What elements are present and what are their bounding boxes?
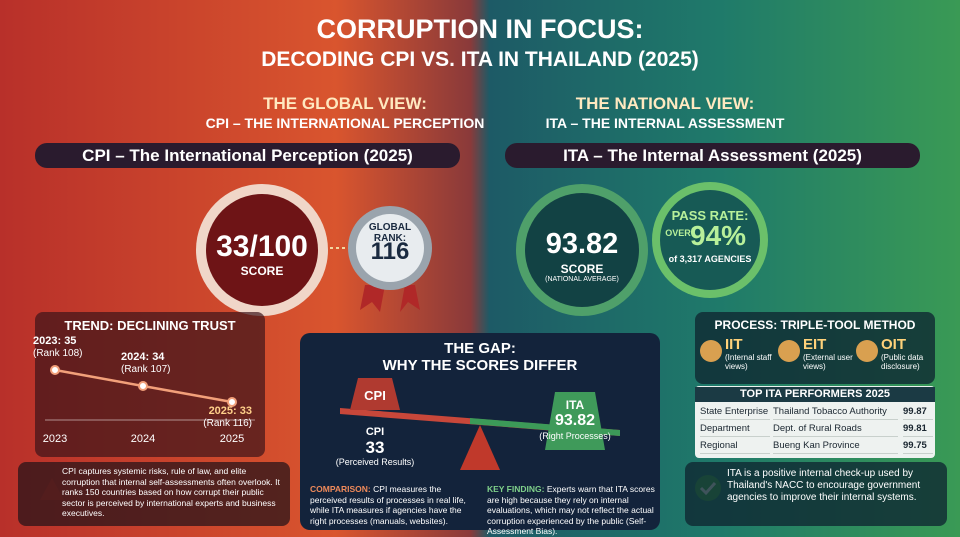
pass-value: 94% (690, 220, 747, 251)
global-note: CPI captures systemic risks, rule of law… (62, 466, 280, 518)
process-title: PROCESS: TRIPLE-TOOL METHOD (714, 318, 916, 332)
ribbon (360, 285, 420, 312)
performer-cell: 99.75 (903, 438, 933, 454)
ita-caption: (Right Processes) (539, 431, 611, 441)
ita-score-note: (NATIONAL AVERAGE) (545, 276, 619, 283)
trend-point (138, 381, 148, 391)
tool-code: EIT (803, 336, 827, 353)
cpi-caption: (Perceived Results) (335, 457, 415, 467)
trend-category: 2024 (131, 433, 155, 445)
performers-title: TOP ITA PERFORMERS 2025 (695, 387, 935, 402)
score-circle (206, 194, 318, 306)
pass-prefix: OVER (665, 228, 691, 238)
rank: 116 (370, 238, 410, 265)
title: CORRUPTION IN FOCUS: (316, 14, 644, 44)
national-note-panel (685, 462, 947, 526)
comparison-label: COMPARISON: (310, 484, 371, 494)
global-heading: THE GLOBAL VIEW: (263, 94, 427, 113)
trend-rank-label: (Rank 108) (33, 348, 82, 359)
trend-value-label: 2023: 35 (33, 335, 76, 347)
trend-category: 2025 (220, 433, 244, 445)
finding: KEY FINDING: Experts warn that ITA score… (487, 484, 655, 537)
ita-score-label: SCORE (560, 262, 604, 276)
performer-cell: Thailand Tobacco Authority (773, 404, 898, 420)
fulcrum (460, 425, 500, 470)
national-banner: ITA – The Internal Assessment (2025) (505, 143, 920, 168)
ita-score: 93.82 (545, 228, 619, 260)
pass-label: PASS RATE: (671, 208, 749, 223)
global-banner: CPI – The International Perception (2025… (35, 143, 460, 168)
performer-cell: Department (700, 421, 770, 437)
tool-desc: (Public data disclosure) (881, 353, 924, 371)
national-subheading: ITA – THE INTERNAL ASSESSMENT (545, 115, 785, 131)
pass-circle (660, 190, 760, 290)
trend-rank-label: (Rank 116) (203, 418, 252, 429)
cpi-score-label: SCORE (240, 264, 284, 278)
tool-code: OIT (881, 336, 906, 353)
gap-subtitle: WHY THE SCORES DIFFER (382, 357, 578, 374)
performer-cell: State Enterprise (700, 404, 770, 420)
pass-note: of 3,317 AGENCIES (668, 254, 752, 264)
performer-cell: Bueng Kan Province (773, 438, 898, 454)
finding-text: Experts warn that ITA scores are high be… (487, 484, 655, 536)
ita-weight-label: ITA (565, 398, 585, 412)
trend-point (50, 365, 60, 375)
ita-circle (525, 193, 639, 307)
global-subheading: CPI – THE INTERNATIONAL PERCEPTION (205, 115, 485, 131)
subtitle: DECODING CPI VS. ITA IN THAILAND (2025) (261, 48, 699, 71)
trend-value-label: 2025: 33 (209, 405, 252, 417)
gap-title: THE GAP: (444, 340, 516, 357)
trend-panel (35, 312, 265, 457)
performer-cell: Dept. of Rural Roads (773, 421, 898, 437)
trend-rank-label: (Rank 107) (121, 364, 170, 375)
trend-value-label: 2024: 34 (121, 351, 165, 363)
national-heading: THE NATIONAL VIEW: (575, 94, 755, 113)
badge-inner (356, 214, 424, 282)
tool-icon (700, 340, 722, 362)
tool-code: IIT (725, 336, 743, 353)
cpi-gap-score: 33 (365, 438, 385, 457)
trend-title: TREND: DECLINING TRUST (64, 318, 236, 333)
national-note: ITA is a positive internal check-up used… (727, 468, 921, 503)
cpi-name: CPI (365, 426, 385, 438)
performer-cell: Regional (700, 438, 770, 454)
finding-label: KEY FINDING: (487, 484, 545, 494)
trend-category: 2023 (43, 433, 67, 445)
tool-desc: (External user views) (803, 353, 853, 371)
performer-cell: 99.87 (903, 404, 933, 420)
ita-weight (545, 392, 605, 450)
comparison-text: CPI measures the perceived results of pr… (310, 484, 466, 526)
tool-icon (778, 340, 800, 362)
tool-desc: (Internal staff views) (725, 353, 772, 371)
ita-gap-score: 93.82 (554, 412, 596, 429)
trend-point (227, 397, 237, 407)
cpi-score: 33/100 (216, 230, 308, 263)
global-note-panel (18, 462, 290, 526)
cpi-weight-label: CPI (364, 388, 386, 403)
comparison: COMPARISON: CPI measures the perceived r… (310, 484, 475, 526)
performer-cell: 99.81 (903, 421, 933, 437)
rank-label: GLOBAL RANK: (368, 222, 412, 244)
tool-icon (856, 340, 878, 362)
process-panel (695, 312, 935, 384)
cpi-weight (350, 378, 400, 410)
